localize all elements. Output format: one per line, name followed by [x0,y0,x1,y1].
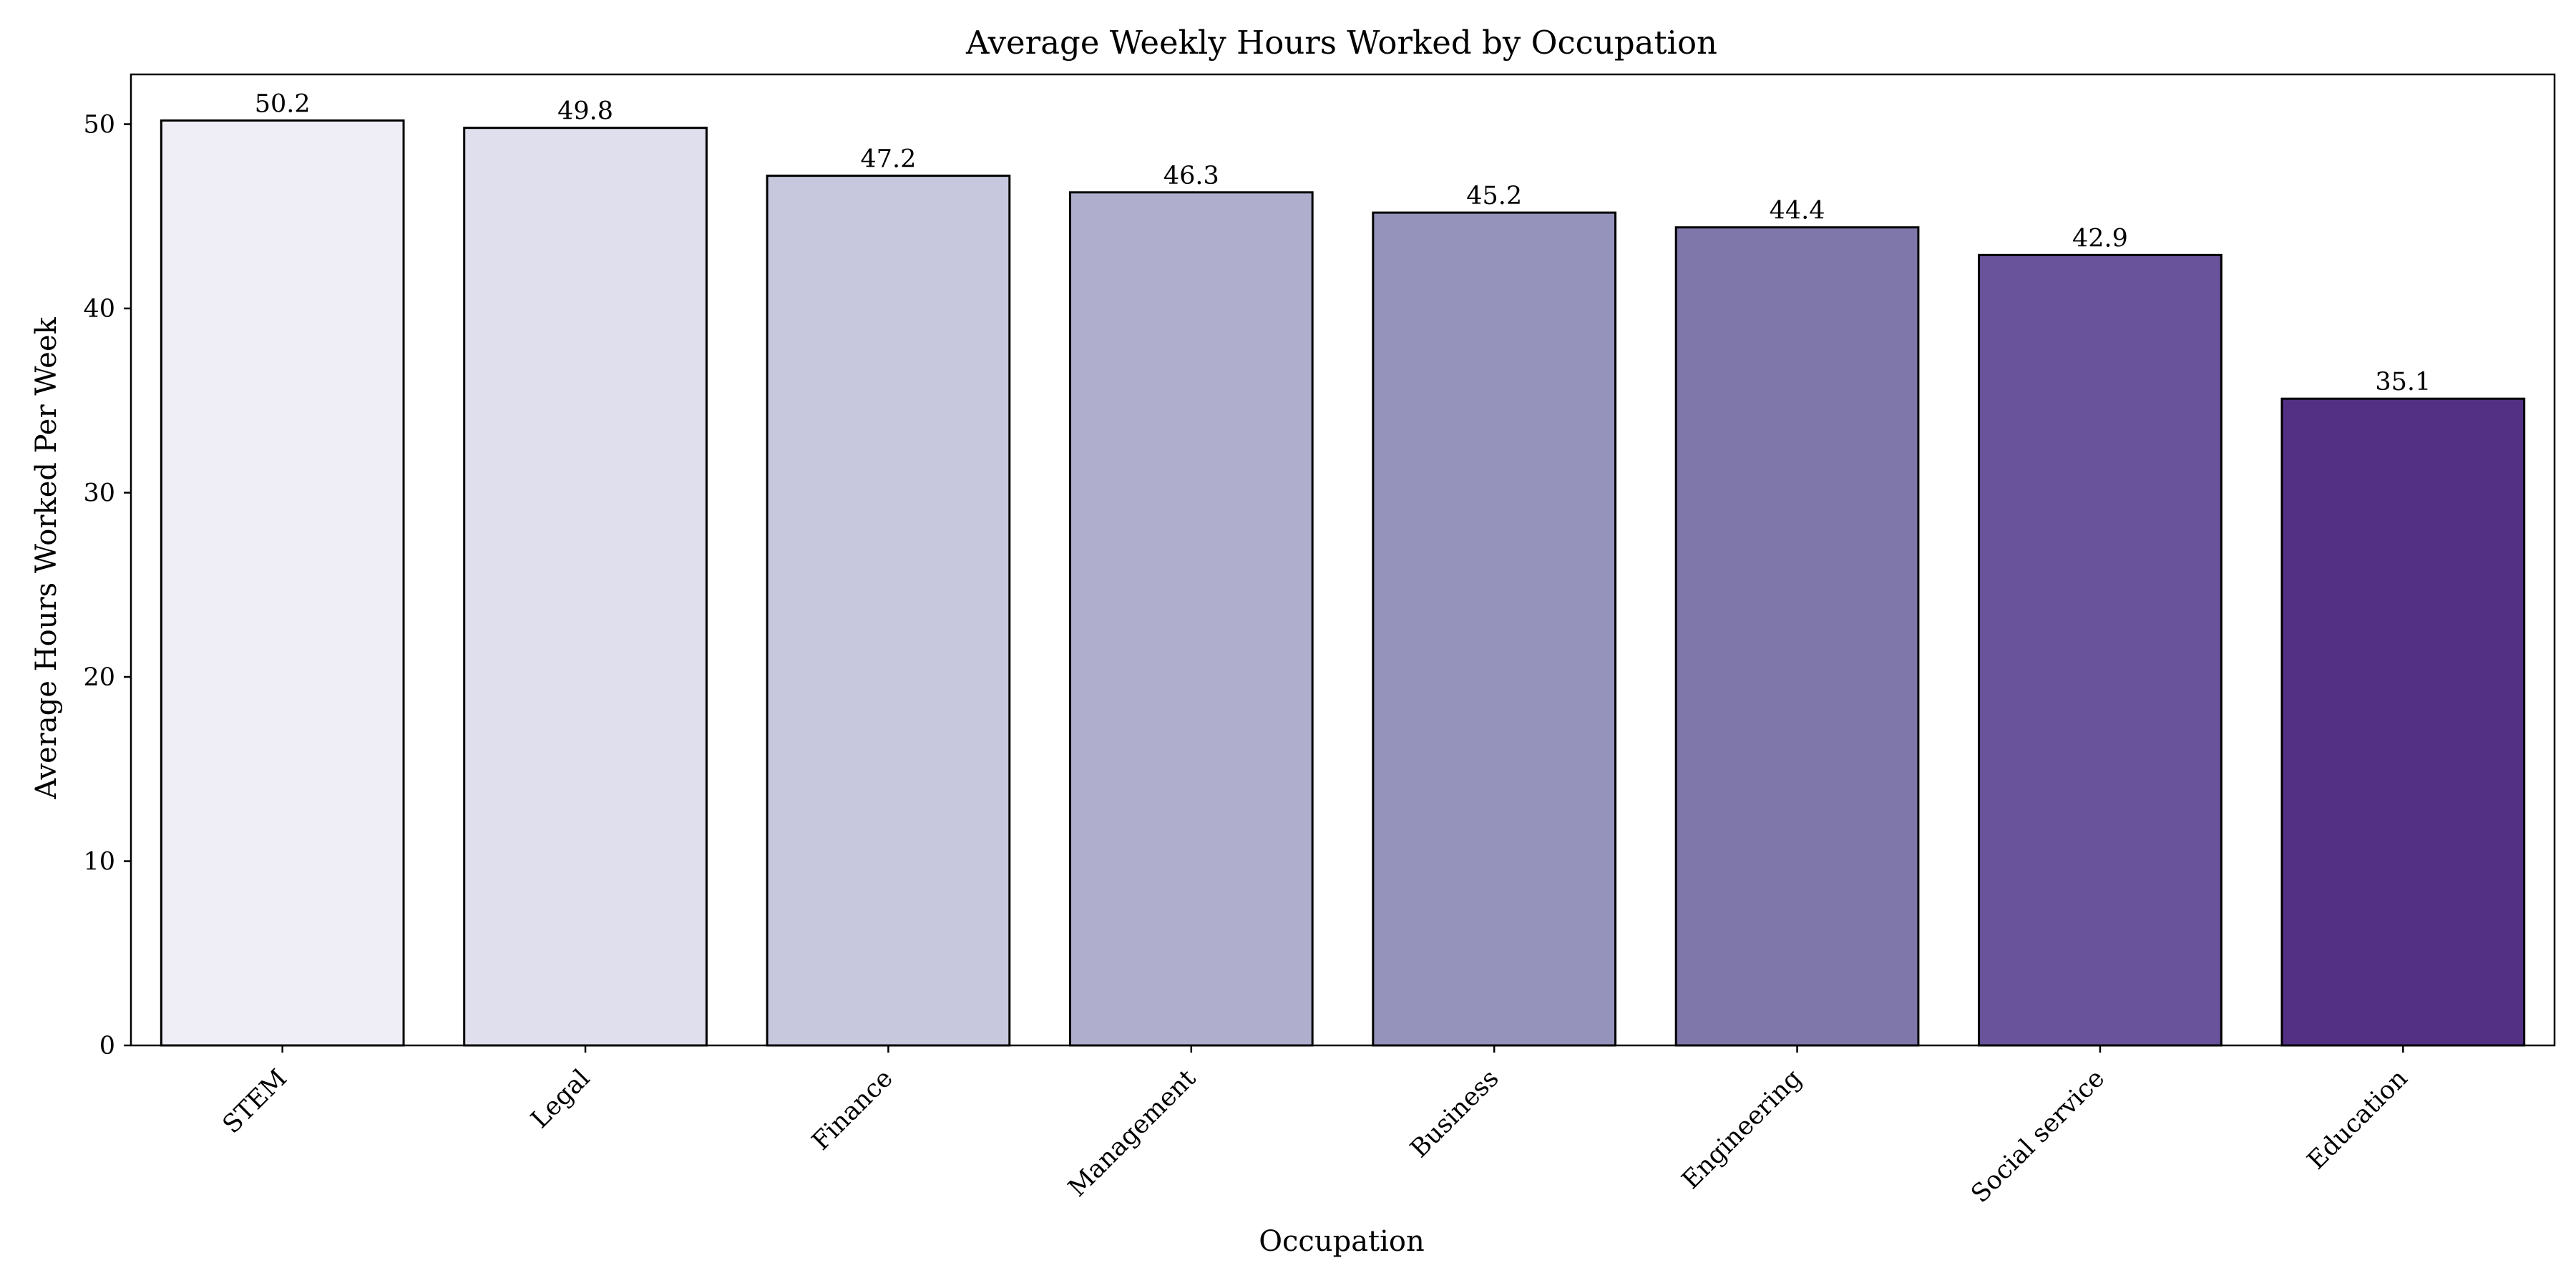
y-tick-label: 50 [83,111,115,140]
x-tick-label: Finance [806,1064,899,1156]
x-tick-label: Management [1063,1064,1202,1203]
bar-education [2280,397,2526,1047]
bar-social-service [1978,253,2223,1047]
x-tick-label: Business [1405,1064,1505,1163]
chart-title: Average Weekly Hours Worked by Occupatio… [965,24,1717,62]
y-tick-label: 0 [99,1032,115,1060]
value-label: 50.2 [255,89,311,118]
x-tick-label: Education [2302,1064,2413,1175]
x-axis: STEM Legal Finance Management Business Engine… [218,1045,2414,1209]
value-label: 49.8 [557,97,613,126]
y-tick-label: 30 [83,479,115,508]
x-tick-label: STEM [218,1064,293,1139]
value-label: 35.1 [2375,368,2431,396]
value-label: 42.9 [2072,224,2128,253]
x-tick-label: Engineering [1677,1064,1807,1195]
bar-legal [463,127,708,1047]
y-axis-label: Average Hours Worked Per Week [30,317,63,800]
value-label: 47.2 [860,145,916,174]
bar-finance [766,175,1011,1047]
y-axis: 0 10 20 30 40 50 [83,111,131,1060]
bar-business [1372,211,1617,1047]
x-tick-label: Social service [1966,1064,2110,1209]
x-axis-label: Occupation [1259,1225,1425,1258]
bars-group [160,119,2526,1047]
y-tick-label: 20 [83,663,115,692]
x-tick-label: Legal [526,1064,596,1134]
plot-frame [130,73,2556,1047]
value-label: 44.4 [1770,197,1825,225]
value-label: 46.3 [1163,162,1219,190]
bar-stem [160,119,405,1047]
bar-management [1068,191,1314,1047]
value-labels-group: 50.2 49.8 47.2 46.3 45.2 44.4 42.9 35.1 [255,89,2431,396]
y-tick-label: 40 [83,295,115,323]
bar-engineering [1674,226,1920,1047]
value-label: 45.2 [1466,182,1522,210]
y-tick-label: 10 [83,848,115,877]
